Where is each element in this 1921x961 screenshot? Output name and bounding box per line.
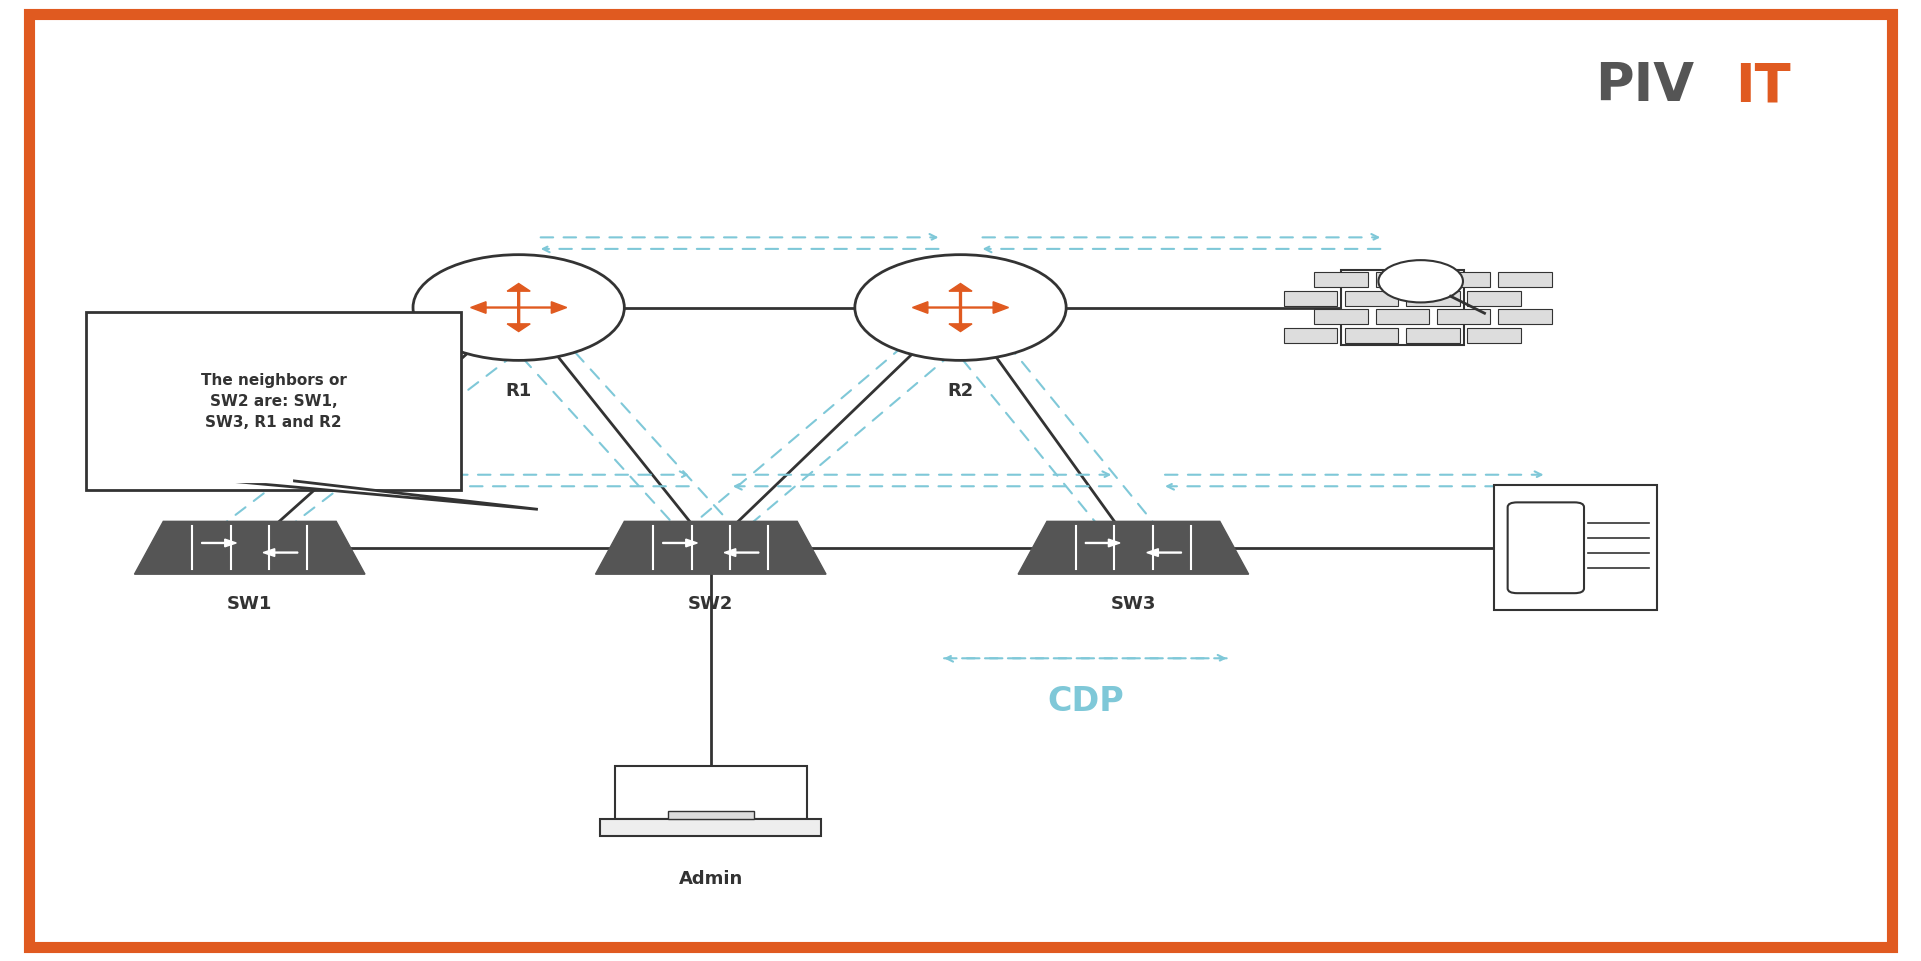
FancyBboxPatch shape bbox=[1345, 328, 1398, 343]
Text: R1: R1 bbox=[505, 382, 532, 400]
Polygon shape bbox=[223, 480, 538, 509]
FancyBboxPatch shape bbox=[1437, 272, 1491, 286]
FancyBboxPatch shape bbox=[1375, 309, 1429, 324]
FancyBboxPatch shape bbox=[86, 312, 461, 490]
Text: R2: R2 bbox=[947, 382, 974, 400]
FancyBboxPatch shape bbox=[1508, 503, 1585, 593]
Text: Admin: Admin bbox=[678, 870, 743, 888]
Text: SW1: SW1 bbox=[227, 595, 273, 613]
FancyBboxPatch shape bbox=[1314, 272, 1368, 286]
FancyArrow shape bbox=[1147, 549, 1181, 556]
FancyBboxPatch shape bbox=[1498, 272, 1552, 286]
FancyArrow shape bbox=[949, 283, 972, 308]
FancyArrow shape bbox=[263, 549, 298, 556]
FancyArrow shape bbox=[912, 302, 960, 313]
FancyBboxPatch shape bbox=[1498, 309, 1552, 324]
FancyBboxPatch shape bbox=[667, 811, 753, 819]
Circle shape bbox=[413, 255, 624, 360]
FancyBboxPatch shape bbox=[1495, 485, 1656, 610]
FancyBboxPatch shape bbox=[1375, 272, 1429, 286]
Text: The neighbors or
SW2 are: SW1,
SW3, R1 and R2: The neighbors or SW2 are: SW1, SW3, R1 a… bbox=[202, 373, 346, 430]
FancyBboxPatch shape bbox=[1345, 290, 1398, 306]
FancyBboxPatch shape bbox=[1437, 309, 1491, 324]
FancyArrow shape bbox=[949, 308, 972, 332]
Circle shape bbox=[855, 255, 1066, 360]
FancyBboxPatch shape bbox=[1468, 328, 1521, 343]
Polygon shape bbox=[596, 521, 826, 575]
Text: SW2: SW2 bbox=[688, 595, 734, 613]
FancyBboxPatch shape bbox=[1283, 290, 1337, 306]
FancyBboxPatch shape bbox=[1314, 309, 1368, 324]
FancyArrow shape bbox=[519, 302, 567, 313]
Text: IT: IT bbox=[1735, 61, 1790, 112]
Text: SW3: SW3 bbox=[1110, 595, 1156, 613]
Text: CDP: CDP bbox=[1047, 685, 1124, 718]
FancyArrow shape bbox=[724, 549, 759, 556]
FancyArrow shape bbox=[202, 539, 236, 547]
FancyBboxPatch shape bbox=[615, 766, 807, 819]
FancyBboxPatch shape bbox=[599, 819, 822, 836]
FancyArrow shape bbox=[507, 308, 530, 332]
Polygon shape bbox=[1018, 521, 1249, 575]
Polygon shape bbox=[134, 521, 365, 575]
FancyBboxPatch shape bbox=[1406, 290, 1460, 306]
FancyArrow shape bbox=[1085, 539, 1120, 547]
FancyBboxPatch shape bbox=[1341, 270, 1464, 345]
Circle shape bbox=[1379, 260, 1464, 303]
FancyArrow shape bbox=[960, 302, 1009, 313]
FancyArrow shape bbox=[663, 539, 697, 547]
FancyArrow shape bbox=[471, 302, 519, 313]
FancyBboxPatch shape bbox=[1406, 328, 1460, 343]
FancyBboxPatch shape bbox=[1283, 328, 1337, 343]
FancyBboxPatch shape bbox=[1468, 290, 1521, 306]
FancyArrow shape bbox=[507, 283, 530, 308]
Text: PIV: PIV bbox=[1594, 61, 1694, 112]
